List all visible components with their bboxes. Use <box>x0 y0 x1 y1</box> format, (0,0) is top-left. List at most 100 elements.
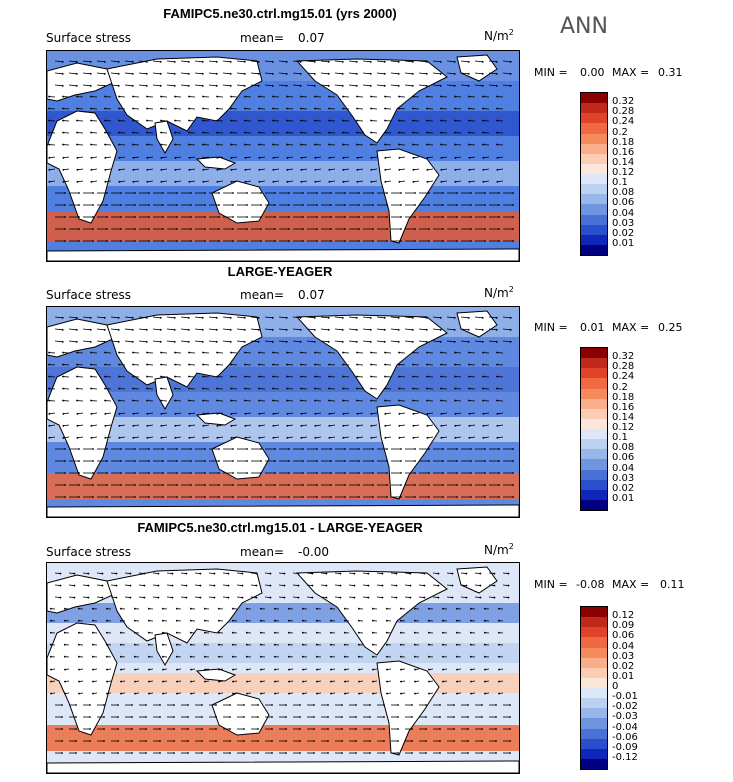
vector-arrowhead <box>413 631 416 634</box>
vector-arrow <box>264 340 273 343</box>
vector-arrow <box>348 596 355 598</box>
vector-arrowhead <box>342 107 344 110</box>
vector-arrow <box>203 424 210 427</box>
vector-arrowhead <box>327 328 330 331</box>
vector-arrowhead <box>217 607 220 610</box>
vector-arrowhead <box>118 412 121 415</box>
vector-arrow <box>54 60 63 63</box>
vector-arrow <box>376 328 385 331</box>
vector-arrow <box>488 572 495 574</box>
vector-arrowhead <box>48 95 50 98</box>
vector-arrowhead <box>92 192 94 194</box>
vector-arrowhead <box>427 655 430 658</box>
vector-arrowhead <box>356 375 358 378</box>
vector-arrowhead <box>468 375 470 378</box>
colorbar-tick-label: 0.32 <box>612 96 635 108</box>
vector-arrowhead <box>288 204 290 206</box>
vector-arrowhead <box>61 728 63 730</box>
vector-arrow <box>418 596 425 598</box>
vector-arrowhead <box>372 216 374 218</box>
vector-arrow <box>138 584 145 586</box>
vector-arrowhead <box>509 728 511 730</box>
vector-arrowhead <box>89 340 92 343</box>
vector-arrow <box>91 180 98 183</box>
vector-arrowhead <box>201 716 203 718</box>
vector-arrowhead <box>370 156 373 159</box>
colorbar-tick-label: -0.06 <box>612 731 638 743</box>
vector-arrowhead <box>90 180 93 183</box>
vector-arrowhead <box>216 375 218 378</box>
vector-arrow <box>287 412 294 415</box>
vector-arrow <box>119 180 126 183</box>
vector-arrowhead <box>188 119 190 122</box>
vector-arrowhead <box>59 584 62 587</box>
vector-arrow <box>49 412 56 415</box>
vector-arrowhead <box>454 119 456 122</box>
vector-arrowhead <box>397 60 400 63</box>
vector-arrowhead <box>456 472 458 474</box>
vector-arrow <box>54 84 63 87</box>
vector-arrow <box>259 412 266 415</box>
vector-arrowhead <box>496 119 498 122</box>
vector-arrowhead <box>176 484 178 486</box>
vector-arrowhead <box>370 168 373 171</box>
colorbar-swatch <box>581 439 607 450</box>
vector-arrowhead <box>204 204 206 206</box>
vector-arrowhead <box>441 607 444 610</box>
vector-arrowhead <box>175 655 178 658</box>
vector-arrowhead <box>440 387 442 390</box>
vector-arrowhead <box>399 631 402 634</box>
vector-arrowhead <box>132 412 135 415</box>
stress-band <box>47 367 519 392</box>
vector-arrowhead <box>190 692 192 695</box>
vector-arrowhead <box>48 180 51 183</box>
vector-arrow <box>82 596 89 598</box>
vector-arrowhead <box>89 72 92 75</box>
vector-arrowhead <box>64 496 66 498</box>
vector-arrow <box>329 156 336 159</box>
vector-arrowhead <box>148 680 150 683</box>
vector-arrowhead <box>50 668 52 671</box>
vector-arrowhead <box>259 643 262 646</box>
vector-arrowhead <box>120 460 122 462</box>
vector-arrowhead <box>106 484 108 486</box>
vector-arrowhead <box>106 496 108 498</box>
vector-arrowhead <box>397 728 399 730</box>
vector-arrow <box>497 436 504 439</box>
vector-arrowhead <box>59 572 62 575</box>
vector-arrowhead <box>246 216 248 218</box>
vector-arrowhead <box>356 168 359 171</box>
vector-arrowhead <box>199 584 202 587</box>
continent-outline <box>47 760 519 773</box>
panel-1-title: FAMIPC5.ne30.ctrl.mg15.01 (yrs 2000) <box>163 6 397 21</box>
colorbar-swatch <box>581 194 607 205</box>
vector-arrow <box>63 436 70 439</box>
vector-arrowhead <box>428 192 430 194</box>
vector-arrowhead <box>425 72 428 75</box>
vector-arrowhead <box>90 399 92 402</box>
vector-arrowhead <box>188 131 190 134</box>
vector-arrowhead <box>204 692 206 695</box>
vector-arrowhead <box>453 728 455 730</box>
vector-arrowhead <box>241 596 244 599</box>
vector-arrowhead <box>313 340 316 343</box>
vector-arrowhead <box>174 131 176 134</box>
vector-arrow <box>278 596 285 598</box>
vector-arrowhead <box>512 216 514 218</box>
vector-arrow <box>180 72 189 75</box>
vector-arrow <box>301 180 308 183</box>
vector-arrowhead <box>117 752 119 754</box>
vector-arrowhead <box>453 316 456 319</box>
vector-arrowhead <box>386 484 388 486</box>
vector-arrow <box>231 424 238 427</box>
vector-arrowhead <box>384 156 387 159</box>
vector-arrow <box>306 84 315 87</box>
vector-arrowhead <box>288 496 290 498</box>
vector-arrow <box>343 168 350 171</box>
vector-arrowhead <box>48 143 50 146</box>
vector-arrow <box>110 72 119 75</box>
vector-arrowhead <box>202 180 205 183</box>
vector-arrowhead <box>509 72 512 75</box>
vector-arrowhead <box>105 607 108 610</box>
vector-arrowhead <box>187 316 190 319</box>
